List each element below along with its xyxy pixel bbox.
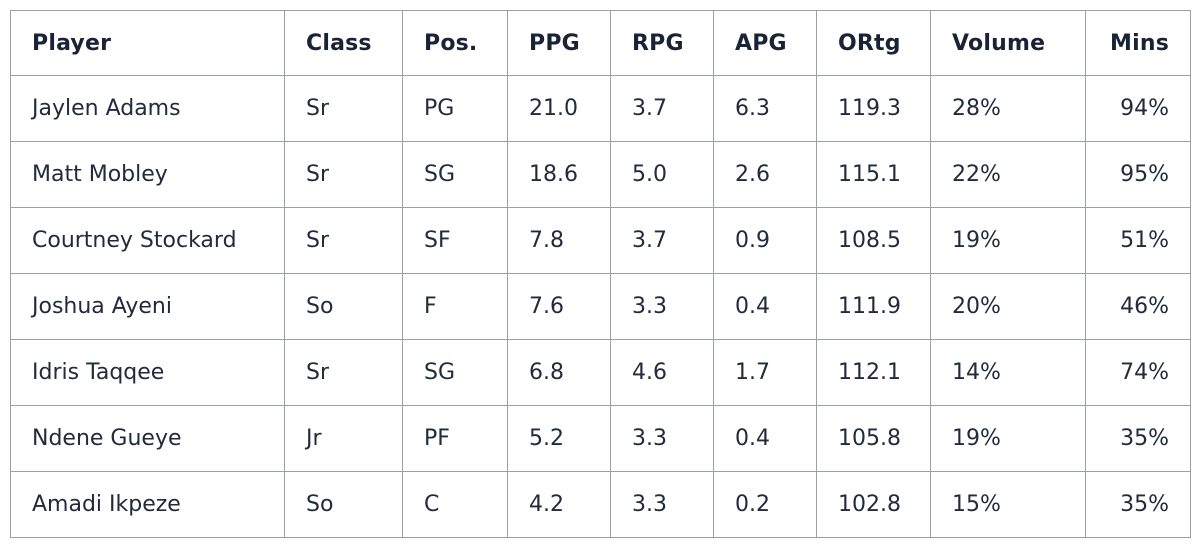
cell-apg: 0.9 — [713, 207, 817, 274]
table-row: Amadi Ikpeze So C 4.2 3.3 0.2 102.8 15% … — [10, 471, 1191, 538]
cell-ppg: 18.6 — [507, 141, 611, 208]
cell-mins: 35% — [1085, 405, 1191, 472]
cell-apg: 1.7 — [713, 339, 817, 406]
header-ortg: ORtg — [816, 10, 931, 76]
cell-rpg: 4.6 — [610, 339, 714, 406]
cell-volume: 15% — [930, 471, 1086, 538]
cell-apg: 0.4 — [713, 273, 817, 340]
cell-ppg: 7.8 — [507, 207, 611, 274]
cell-apg: 2.6 — [713, 141, 817, 208]
cell-class: Jr — [284, 405, 403, 472]
cell-player: Courtney Stockard — [10, 207, 285, 274]
cell-position: F — [402, 273, 508, 340]
cell-ortg: 111.9 — [816, 273, 931, 340]
cell-ortg: 119.3 — [816, 75, 931, 142]
cell-position: PF — [402, 405, 508, 472]
cell-volume: 20% — [930, 273, 1086, 340]
cell-rpg: 3.3 — [610, 471, 714, 538]
cell-ppg: 5.2 — [507, 405, 611, 472]
header-class: Class — [284, 10, 403, 76]
cell-position: SG — [402, 141, 508, 208]
cell-volume: 19% — [930, 207, 1086, 274]
cell-class: Sr — [284, 339, 403, 406]
cell-ppg: 7.6 — [507, 273, 611, 340]
cell-apg: 0.4 — [713, 405, 817, 472]
cell-volume: 28% — [930, 75, 1086, 142]
table-row: Courtney Stockard Sr SF 7.8 3.7 0.9 108.… — [10, 207, 1191, 274]
header-volume: Volume — [930, 10, 1086, 76]
cell-ortg: 112.1 — [816, 339, 931, 406]
header-mins: Mins — [1085, 10, 1191, 76]
table-row: Jaylen Adams Sr PG 21.0 3.7 6.3 119.3 28… — [10, 75, 1191, 142]
table-row: Idris Taqqee Sr SG 6.8 4.6 1.7 112.1 14%… — [10, 339, 1191, 406]
header-ppg: PPG — [507, 10, 611, 76]
cell-ortg: 115.1 — [816, 141, 931, 208]
cell-position: PG — [402, 75, 508, 142]
table-row: Matt Mobley Sr SG 18.6 5.0 2.6 115.1 22%… — [10, 141, 1191, 208]
cell-ortg: 105.8 — [816, 405, 931, 472]
cell-apg: 0.2 — [713, 471, 817, 538]
cell-class: So — [284, 273, 403, 340]
header-apg: APG — [713, 10, 817, 76]
cell-ppg: 6.8 — [507, 339, 611, 406]
cell-player: Joshua Ayeni — [10, 273, 285, 340]
cell-mins: 74% — [1085, 339, 1191, 406]
cell-rpg: 3.3 — [610, 273, 714, 340]
cell-rpg: 3.7 — [610, 75, 714, 142]
header-rpg: RPG — [610, 10, 714, 76]
cell-ppg: 21.0 — [507, 75, 611, 142]
cell-mins: 35% — [1085, 471, 1191, 538]
cell-position: SF — [402, 207, 508, 274]
cell-ortg: 102.8 — [816, 471, 931, 538]
table-row: Ndene Gueye Jr PF 5.2 3.3 0.4 105.8 19% … — [10, 405, 1191, 472]
table-row: Joshua Ayeni So F 7.6 3.3 0.4 111.9 20% … — [10, 273, 1191, 340]
cell-ppg: 4.2 — [507, 471, 611, 538]
cell-volume: 19% — [930, 405, 1086, 472]
cell-rpg: 3.3 — [610, 405, 714, 472]
cell-player: Ndene Gueye — [10, 405, 285, 472]
cell-player: Jaylen Adams — [10, 75, 285, 142]
cell-volume: 14% — [930, 339, 1086, 406]
cell-rpg: 3.7 — [610, 207, 714, 274]
cell-apg: 6.3 — [713, 75, 817, 142]
cell-player: Matt Mobley — [10, 141, 285, 208]
header-position: Pos. — [402, 10, 508, 76]
cell-player: Amadi Ikpeze — [10, 471, 285, 538]
player-stats-table: Player Class Pos. PPG RPG APG ORtg Volum… — [10, 10, 1191, 538]
cell-ortg: 108.5 — [816, 207, 931, 274]
cell-class: Sr — [284, 207, 403, 274]
cell-mins: 94% — [1085, 75, 1191, 142]
cell-mins: 51% — [1085, 207, 1191, 274]
cell-class: Sr — [284, 141, 403, 208]
cell-mins: 46% — [1085, 273, 1191, 340]
cell-rpg: 5.0 — [610, 141, 714, 208]
cell-position: SG — [402, 339, 508, 406]
cell-class: So — [284, 471, 403, 538]
cell-class: Sr — [284, 75, 403, 142]
cell-mins: 95% — [1085, 141, 1191, 208]
cell-volume: 22% — [930, 141, 1086, 208]
cell-position: C — [402, 471, 508, 538]
header-player: Player — [10, 10, 285, 76]
table-header-row: Player Class Pos. PPG RPG APG ORtg Volum… — [10, 10, 1191, 76]
cell-player: Idris Taqqee — [10, 339, 285, 406]
